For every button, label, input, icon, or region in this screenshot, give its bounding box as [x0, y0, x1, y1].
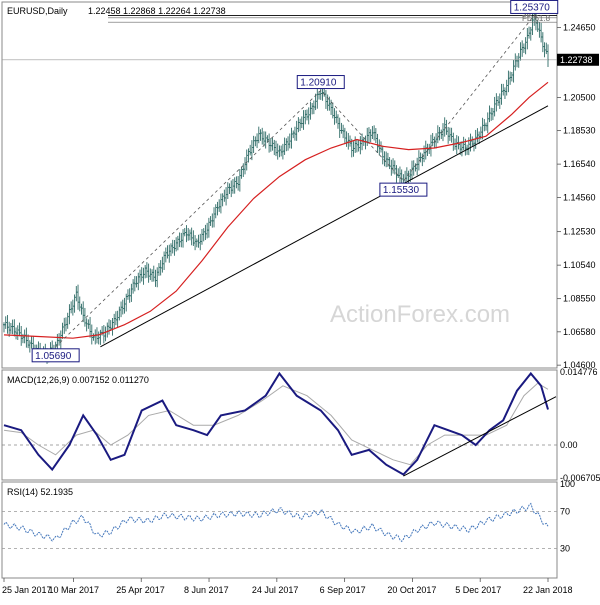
y-tick-label: 1.20500	[563, 92, 596, 102]
macd-trendline	[403, 396, 557, 477]
swing-label: 1.15530	[383, 185, 420, 196]
annotation-lines: 38.2FE 61.8	[55, 10, 557, 348]
rsi-line	[3, 502, 549, 543]
macd-panel-frame	[1, 369, 558, 481]
fib-label: FE 61.8	[522, 14, 551, 23]
y-axis-ticks: 1.24650 1.22738 1.20500 1.18530 1.16540 1.145…	[2, 23, 599, 370]
swing-label-box	[296, 75, 345, 90]
chart-symbol: EURUSD,Daily	[7, 6, 68, 16]
rsi-y-label: 100	[560, 479, 575, 489]
support-trendline	[100, 105, 549, 348]
swing-label: 1.25370	[514, 2, 551, 13]
macd-line	[3, 371, 549, 476]
macd-y-label: 0.00	[560, 440, 578, 450]
ma-line	[3, 81, 549, 339]
main-panel-frame	[1, 1, 558, 369]
y-tick-label: 1.14560	[563, 192, 596, 202]
x-tick-label: 20 Oct 2017	[387, 585, 436, 595]
chart-ohlc: 1.22458 1.22868 1.22264 1.22738	[88, 6, 226, 16]
swing-label-box	[31, 348, 80, 363]
x-tick-label: 24 Jul 2017	[252, 585, 299, 595]
y-tick-label: 1.12530	[563, 227, 596, 237]
watermark: ActionForex.com	[330, 301, 510, 328]
rsi-y-label: 70	[560, 507, 570, 517]
macd-panel: 0.014776 0.00 -0.006705	[2, 367, 600, 483]
swing-labels: 1.05690 1.20910 1.15530 1.25370	[31, 0, 559, 363]
swing-label: 1.20910	[300, 78, 337, 89]
macd-title: MACD(12,26,9) 0.007152 0.011270	[7, 375, 149, 385]
y-tick-label: 1.16540	[563, 159, 596, 169]
rsi-panel: 100 70 30	[2, 479, 575, 553]
fib-label: 38.2	[522, 10, 538, 19]
swing-label-box	[379, 182, 428, 197]
x-tick-label: 22 Jan 2018	[523, 585, 573, 595]
x-tick-label: 5 Dec 2017	[455, 585, 501, 595]
y-tick-label: 1.18530	[563, 126, 596, 136]
x-tick-label: 25 Apr 2017	[116, 585, 165, 595]
x-tick-label: 8 Jun 2017	[184, 585, 229, 595]
x-tick-label: 25 Jan 2017	[2, 585, 52, 595]
x-tick-label: 6 Sep 2017	[320, 585, 366, 595]
swing-zigzag	[55, 15, 535, 348]
y-tick-label: 1.10540	[563, 260, 596, 270]
swing-label: 1.05690	[35, 351, 72, 362]
y-tick-label: 1.06580	[563, 327, 596, 337]
rsi-title: RSI(14) 52.1935	[7, 487, 73, 497]
macd-y-label: 0.014776	[560, 367, 598, 377]
x-tick-label: 10 Mar 2017	[48, 585, 99, 595]
moving-average	[3, 81, 549, 339]
rsi-y-label: 30	[560, 543, 570, 553]
swing-label-box	[510, 0, 559, 14]
y-tick-label: 1.08550	[563, 294, 596, 304]
rsi-panel-frame	[1, 481, 558, 579]
y-tick-label: 1.04600	[563, 360, 596, 370]
y-tick-label: 1.24650	[563, 23, 596, 33]
last-price-label: 1.22738	[560, 55, 593, 65]
candles	[3, 5, 549, 364]
last-price-box	[557, 53, 599, 66]
macd-y-label: -0.006705	[560, 473, 600, 483]
macd-signal-line	[3, 382, 549, 466]
